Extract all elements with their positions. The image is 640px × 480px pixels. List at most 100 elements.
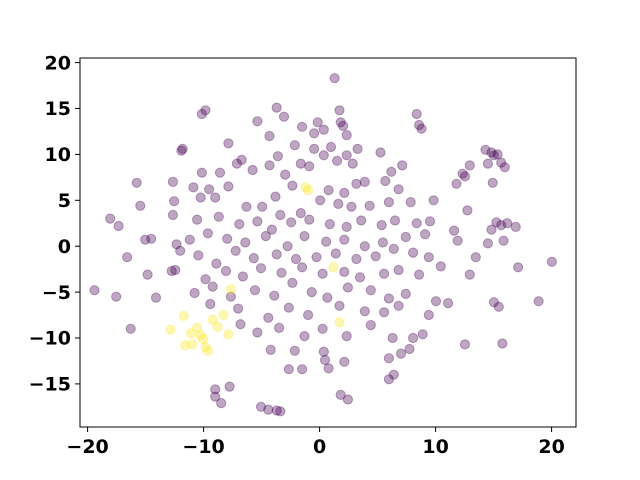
- scatter-point: [212, 321, 223, 332]
- scatter-point: [383, 374, 394, 385]
- scatter-point: [287, 180, 298, 191]
- scatter-point: [179, 340, 191, 351]
- scatter-point: [470, 252, 481, 263]
- scatter-point: [408, 332, 419, 344]
- scatter-point: [188, 182, 199, 193]
- scatter-point: [105, 213, 116, 224]
- scatter-point: [428, 195, 439, 206]
- scatter-point: [113, 220, 124, 232]
- scatter-point: [278, 111, 290, 122]
- scatter-point: [414, 119, 425, 131]
- scatter-point: [351, 253, 362, 265]
- scatter-point: [225, 284, 236, 295]
- y-tick-label: 0: [58, 236, 71, 258]
- scatter-point: [339, 356, 350, 367]
- scatter-point: [325, 141, 337, 153]
- scatter-point: [142, 269, 153, 280]
- scatter-point: [498, 235, 509, 246]
- scatter-point: [423, 252, 434, 263]
- scatter-point: [210, 192, 221, 203]
- scatter-point: [140, 234, 151, 245]
- scatter-point: [400, 288, 411, 299]
- scatter-point: [492, 149, 503, 160]
- plot-area-frame: [79, 57, 577, 428]
- scatter-point: [449, 225, 460, 236]
- x-tick-label: −10: [182, 436, 224, 458]
- scatter-point: [334, 317, 345, 328]
- scatter-point: [491, 217, 502, 228]
- scatter-point: [377, 237, 388, 248]
- scatter-point: [192, 214, 203, 225]
- scatter-point: [493, 301, 504, 312]
- scatter-point: [231, 158, 242, 169]
- scatter-point: [482, 158, 493, 169]
- scatter-point: [295, 208, 306, 219]
- scatter-point: [443, 298, 454, 309]
- scatter-point: [216, 398, 227, 409]
- scatter-point: [423, 309, 434, 321]
- scatter-point: [207, 281, 218, 292]
- scatter-point: [364, 200, 375, 211]
- x-tick-label: 10: [422, 436, 448, 458]
- scatter-point: [266, 224, 277, 235]
- scatter-point: [380, 175, 391, 187]
- scatter-point: [309, 128, 320, 139]
- scatter-point: [365, 285, 376, 296]
- scatter-point: [195, 192, 206, 203]
- scatter-point: [248, 253, 259, 264]
- scatter-point: [393, 264, 404, 276]
- scatter-point: [312, 117, 323, 128]
- scatter-point: [295, 158, 306, 169]
- scatter-point: [233, 303, 244, 314]
- scatter-point: [224, 381, 235, 392]
- scatter-point: [389, 215, 401, 226]
- scatter-point: [411, 108, 422, 120]
- scatter-point: [274, 322, 285, 333]
- scatter-point: [272, 151, 283, 162]
- scatter-point: [383, 293, 394, 304]
- scatter-point: [210, 391, 221, 402]
- scatter-point: [486, 147, 497, 158]
- scatter-point: [502, 218, 513, 229]
- scatter-point: [255, 263, 267, 274]
- scatter-point: [222, 233, 233, 244]
- scatter-point: [464, 160, 475, 171]
- scatter-point: [204, 184, 215, 195]
- scatter-point: [275, 209, 286, 221]
- scatter-point: [375, 147, 386, 158]
- scatter-point: [220, 265, 232, 277]
- scatter-point: [304, 161, 315, 172]
- scatter-point: [332, 155, 343, 166]
- scatter-point: [488, 297, 499, 308]
- scatter-point: [388, 369, 399, 380]
- scatter-point: [195, 330, 206, 341]
- scatter-point: [286, 217, 297, 228]
- scatter-point: [329, 73, 340, 84]
- scatter-point: [354, 272, 366, 283]
- scatter-point: [230, 245, 241, 256]
- y-tick-label: 20: [45, 52, 71, 74]
- scatter-point: [297, 364, 308, 375]
- scatter-point: [339, 187, 350, 198]
- y-tick-label: −5: [42, 282, 71, 304]
- scatter-point: [386, 166, 397, 177]
- scatter-point: [146, 233, 157, 244]
- scatter-point: [165, 324, 176, 335]
- scatter-point: [200, 274, 211, 285]
- scatter-point: [207, 314, 218, 325]
- scatter-point: [383, 197, 394, 208]
- scatter-point: [280, 169, 291, 180]
- scatter-point: [223, 138, 234, 149]
- scatter-point: [342, 282, 353, 293]
- scatter-point: [299, 231, 310, 242]
- scatter-point: [235, 319, 246, 330]
- scatter-point: [236, 154, 247, 165]
- scatter-point: [176, 145, 187, 156]
- scatter-point: [167, 209, 178, 221]
- scatter-point: [260, 231, 271, 242]
- scatter-point: [513, 262, 524, 273]
- scatter-point: [218, 309, 229, 321]
- scatter-point: [271, 102, 282, 113]
- scatter-point: [352, 143, 363, 154]
- scatter-point: [416, 123, 427, 134]
